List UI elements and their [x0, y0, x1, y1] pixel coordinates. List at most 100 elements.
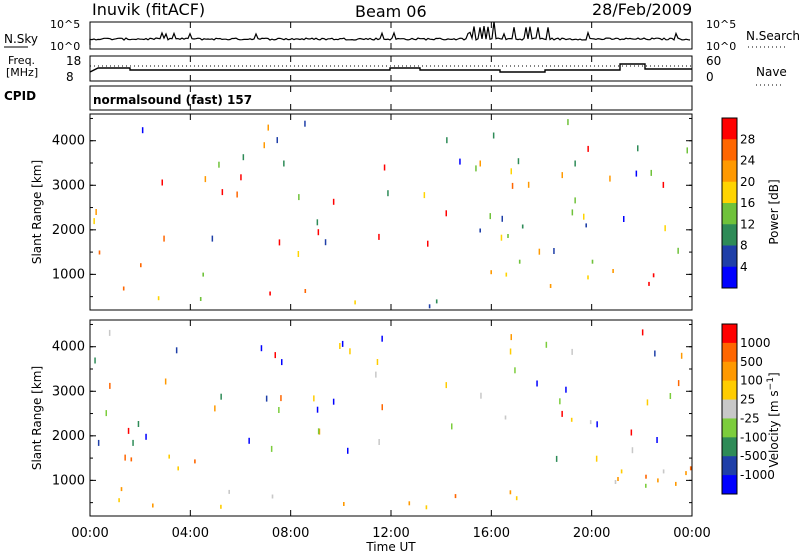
heatmap-cell — [609, 175, 611, 182]
y-tick-label: 4000 — [52, 340, 85, 355]
heatmap-cell — [381, 335, 383, 342]
heatmap-cell — [591, 259, 594, 264]
heatmap-cell — [451, 423, 453, 430]
heatmap-cell — [202, 272, 204, 277]
heatmap-cell — [97, 439, 100, 446]
heatmap-cell — [565, 386, 567, 393]
heatmap-cell — [635, 170, 638, 177]
colorbar-segment — [722, 160, 737, 183]
heatmap-cell — [349, 348, 351, 355]
velocity-panel: 1000 2000 3000 4000 Slant Range [km] 1000 50… — [30, 319, 781, 517]
heatmap-cell — [316, 406, 319, 413]
colorbar-segment — [722, 361, 737, 382]
date-title: 28/Feb/2009 — [592, 0, 692, 19]
heatmap-cell — [489, 213, 491, 220]
heatmap-cell — [527, 181, 530, 188]
colorbar-segment — [722, 342, 737, 363]
heatmap-cell — [221, 189, 224, 196]
heatmap-cell — [423, 192, 426, 199]
heatmap-cell — [648, 281, 650, 286]
x-axis-label: Time UT — [365, 540, 416, 554]
heatmap-cell — [425, 505, 428, 510]
x-tick-label: 00:00 — [71, 526, 108, 541]
heatmap-cell — [620, 469, 623, 474]
heatmap-cell — [132, 439, 134, 446]
heatmap-cell — [94, 357, 96, 364]
heatmap-cell — [120, 487, 123, 492]
heatmap-cell — [324, 239, 327, 246]
heatmap-cell — [127, 427, 130, 434]
heatmap-cell — [108, 329, 111, 336]
heatmap-cell — [646, 399, 649, 406]
heatmap-cell — [161, 179, 163, 186]
colorbar-segment — [722, 139, 737, 161]
velocity-colorbar-label: Velocity [m s−1] — [766, 372, 781, 467]
nsky-left-tick-top: 10^5 — [50, 18, 80, 31]
heatmap-cell — [677, 380, 680, 387]
heatmap-cell — [614, 480, 617, 484]
heatmap-cell — [445, 382, 447, 389]
nsearch-right-tick-bottom: 10^0 — [706, 40, 736, 53]
colorbar-segment — [722, 266, 737, 289]
colorbar-segment — [722, 418, 737, 438]
colorbar-frame — [721, 323, 738, 495]
power-panel: 1000 2000 3000 4000 Slant Range [km] 28 24 20… — [30, 113, 781, 311]
heatmap-cell — [459, 158, 461, 165]
colorbar-tick-label: 1000 — [740, 336, 771, 350]
nave-right-tick-bottom: 0 — [706, 70, 714, 84]
heatmap-cell — [318, 428, 321, 435]
heatmap-cell — [689, 466, 692, 471]
heatmap-cell — [511, 182, 514, 189]
freq-panel: Freq. [MHz] 18 8 60 0 Nave — [6, 54, 787, 86]
heatmap-cell — [260, 345, 263, 352]
heatmap-cell — [281, 359, 283, 366]
colorbar-tick-label: 20 — [740, 175, 755, 189]
y-tick-label: 2000 — [52, 429, 85, 444]
heatmap-cell — [545, 341, 548, 348]
y-tick-label: 3000 — [52, 178, 85, 193]
heatmap-cell — [677, 247, 679, 254]
heatmap-cell — [446, 137, 448, 144]
heatmap-cell — [492, 132, 495, 139]
heatmap-cell — [571, 209, 574, 216]
heatmap-cell — [130, 457, 133, 462]
heatmap-cell — [271, 494, 274, 499]
heatmap-cell — [686, 147, 688, 154]
heatmap-cell — [662, 181, 665, 188]
heatmap-cell — [536, 380, 538, 387]
power-y-label: Slant Range [km] — [30, 160, 44, 264]
heatmap-cell — [553, 248, 555, 254]
heatmap-cell — [587, 145, 589, 152]
heatmap-cell — [630, 429, 633, 436]
x-tick-label: 00:00 — [673, 526, 710, 541]
heatmap-cell — [518, 259, 521, 264]
colorbar-tick-label: 12 — [740, 217, 755, 231]
heatmap-cell — [347, 447, 349, 454]
heatmap-cell — [248, 437, 250, 444]
heatmap-cell — [645, 474, 647, 479]
x-tick-label: 12:00 — [372, 526, 409, 541]
heatmap-cell — [571, 348, 573, 355]
heatmap-cell — [617, 477, 619, 481]
heatmap-cell — [521, 224, 524, 229]
heatmap-cell — [280, 395, 282, 402]
heatmap-cell — [387, 190, 389, 197]
heatmap-cell — [304, 289, 307, 293]
heatmap-cell — [623, 216, 625, 222]
time-x-axis: 00:00 04:00 08:00 12:00 16:00 20:00 00:00 — [71, 22, 711, 541]
heatmap-cell — [381, 404, 383, 411]
heatmap-cell — [669, 393, 672, 399]
freq-left-tick-top: 18 — [66, 54, 81, 68]
heatmap-cell — [339, 343, 341, 349]
colorbar-segment — [722, 324, 737, 344]
colorbar-segment — [722, 224, 737, 246]
heatmap-cell — [220, 504, 222, 509]
heatmap-cell — [124, 454, 126, 461]
heatmap-cell — [435, 299, 438, 304]
heatmap-cell — [122, 286, 125, 291]
heatmap-cell — [240, 174, 242, 181]
power-colorbar: 28 24 20 16 12 8 4 — [721, 117, 755, 289]
heatmap-cell — [278, 239, 281, 246]
heatmap-cell — [561, 410, 563, 417]
heatmap-cell — [685, 471, 687, 476]
